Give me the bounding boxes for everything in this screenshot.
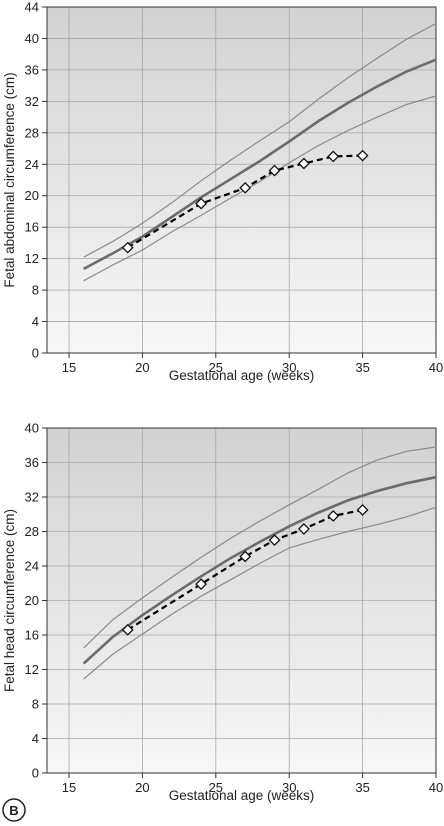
median-centile-line [83,58,437,271]
y-tick-label: 20 [25,188,39,203]
x-tick-label: 30 [282,780,296,795]
y-tick-label: 16 [25,628,39,643]
abdominal-circumference-chart: 15 20 25 30 35 40 0 4 8 12 16 20 24 28 32 36 40 44 Gestati… [2,0,443,383]
y-tick-label: 24 [25,559,39,574]
y-tick-label: 40 [25,421,39,436]
observed-point [121,623,134,636]
x-tick-label: 20 [135,780,149,795]
y-tick-label: 24 [25,157,39,172]
x-axis-label: Gestational age (weeks) [169,788,315,803]
observed-point [297,522,310,535]
x-tick-label: 40 [429,360,443,375]
y-tick-label: 8 [32,283,39,298]
y-axis-label: Fetal abdominal circumference (cm) [2,72,17,287]
y-tick-label: 32 [25,490,39,505]
panel-label-badge: B [2,798,26,822]
observed-point [239,550,252,563]
x-axis-label: Gestational age (weeks) [169,368,315,383]
y-tick-label: 4 [32,314,39,329]
panel-label: B [9,803,18,818]
observed-point [268,534,281,547]
observed-point [297,157,310,170]
y-tick-label: 36 [25,455,39,470]
observed-point [268,164,281,177]
y-tick-label: 8 [32,697,39,712]
y-axis-label: Fetal head circumference (cm) [2,509,17,692]
y-tick-label: 28 [25,524,39,539]
observed-point [121,241,134,254]
upper-centile-line [83,446,437,649]
lower-centile-line [83,506,437,680]
observed-point [327,510,340,522]
y-tick-label: 40 [25,31,39,46]
plot-background [47,7,436,353]
y-tick-label: 12 [25,251,39,266]
x-tick-label: 15 [62,780,76,795]
y-tick-label: 4 [32,731,39,746]
observed-point [195,578,208,591]
y-tick-label: 0 [32,766,39,781]
x-tick-label: 35 [355,360,369,375]
y-tick-label: 16 [25,220,39,235]
y-tick-label: 32 [25,94,39,109]
observed-point [239,181,252,194]
x-tick-label: 15 [62,360,76,375]
x-tick-label: 25 [209,360,223,375]
lower-centile-line [83,95,437,282]
y-tick-label: 44 [25,0,39,15]
observed-point [356,149,369,162]
y-tick-label: 0 [32,346,39,361]
x-tick-label: 40 [429,780,443,795]
x-tick-label: 30 [282,360,296,375]
observed-point [327,150,340,163]
upper-centile-line [83,22,437,258]
y-tick-label: 20 [25,593,39,608]
x-tick-label: 20 [135,360,149,375]
y-tick-label: 12 [25,662,39,677]
median-centile-line [82,475,437,665]
x-tick-label: 25 [209,780,223,795]
head-circumference-chart: 15 20 25 30 35 40 0 4 8 12 16 20 24 28 32 36 40 Gestation… [2,421,443,804]
observed-point [356,504,369,516]
y-tick-label: 28 [25,125,39,140]
plot-frame [46,6,437,354]
panel-label-circle [2,798,26,822]
y-tick-label: 36 [25,62,39,77]
observed-point [195,197,208,210]
x-tick-label: 35 [355,780,369,795]
